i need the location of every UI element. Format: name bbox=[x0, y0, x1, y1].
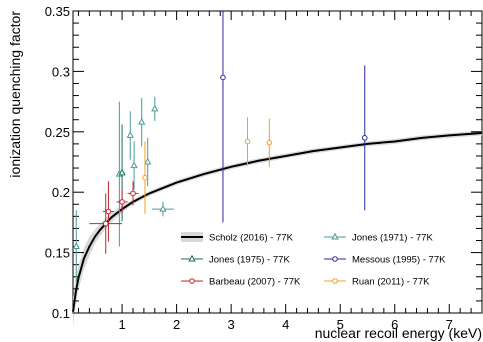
data-point-triangle bbox=[144, 157, 152, 165]
data-point-triangle bbox=[138, 117, 146, 125]
legend-entry-label: Barbeau (2007) - 77K bbox=[209, 277, 301, 288]
y-tick-label: 0.15 bbox=[45, 246, 70, 261]
x-tick-label: 7 bbox=[446, 317, 453, 332]
y-axis-title: ionization quenching factor bbox=[7, 11, 23, 178]
data-point-triangle bbox=[72, 242, 80, 250]
legend-marker-circle bbox=[332, 278, 338, 284]
data-point-triangle bbox=[118, 168, 126, 176]
y-tick-label: 0.3 bbox=[52, 64, 70, 79]
curve-layer bbox=[72, 132, 483, 312]
x-tick-label: 5 bbox=[337, 317, 344, 332]
legend-entry-label: Jones (1971) - 77K bbox=[352, 233, 433, 244]
data-point-circle bbox=[266, 139, 273, 146]
y-tick-label: 0.25 bbox=[45, 125, 70, 140]
data-point-circle bbox=[130, 190, 136, 197]
data-point-triangle bbox=[130, 161, 138, 169]
x-tick-label: 3 bbox=[228, 317, 235, 332]
x-tick-label: 6 bbox=[391, 317, 398, 332]
data-point-circle bbox=[142, 174, 148, 181]
legend-marker-triangle bbox=[188, 254, 196, 262]
legend-entry-label: Ruan (2011) - 77K bbox=[352, 277, 430, 288]
y-tick-label: 0.1 bbox=[52, 306, 70, 321]
data-point-circle bbox=[119, 199, 125, 205]
data-point-circle bbox=[105, 208, 112, 215]
legend-entry-label: Jones (1975) - 77K bbox=[209, 255, 290, 266]
plot-frame bbox=[72, 10, 483, 314]
data-point-circle bbox=[244, 138, 251, 145]
points-layer bbox=[72, 11, 368, 283]
data-point-circle bbox=[220, 74, 226, 81]
x-tick-label: 2 bbox=[173, 317, 180, 332]
data-point-circle bbox=[102, 220, 109, 227]
legend-marker-triangle bbox=[331, 232, 339, 240]
data-point-triangle bbox=[151, 104, 159, 112]
scholz-fit-curve bbox=[72, 132, 483, 312]
x-axis-title: nuclear recoil energy (keV) bbox=[315, 325, 482, 341]
x-tick-label: 1 bbox=[118, 317, 125, 332]
legend: Scholz (2016) - 77K Jones (1971) - 77K Jon… bbox=[181, 232, 446, 288]
data-point-triangle bbox=[126, 131, 134, 138]
legend-entry-label: Scholz (2016) - 77K bbox=[209, 233, 294, 244]
x-tick-label: 4 bbox=[282, 317, 289, 332]
legend-marker-circle bbox=[332, 256, 338, 262]
ticks-layer: 1 2 3 4 5 6 7 0.1 0.15 0.2 0.25 0.3 0.35 bbox=[45, 4, 482, 332]
legend-entry-label: Messous (1995) - 77K bbox=[352, 255, 446, 266]
plot-area: 1 2 3 4 5 6 7 0.1 0.15 0.2 0.25 0.3 0.35 Scholz (201… bbox=[45, 4, 483, 332]
legend-marker-circle bbox=[189, 278, 195, 284]
data-point-circle bbox=[361, 135, 368, 141]
y-tick-label: 0.35 bbox=[45, 4, 70, 19]
y-tick-label: 0.2 bbox=[52, 185, 70, 200]
data-point-triangle bbox=[159, 204, 167, 212]
